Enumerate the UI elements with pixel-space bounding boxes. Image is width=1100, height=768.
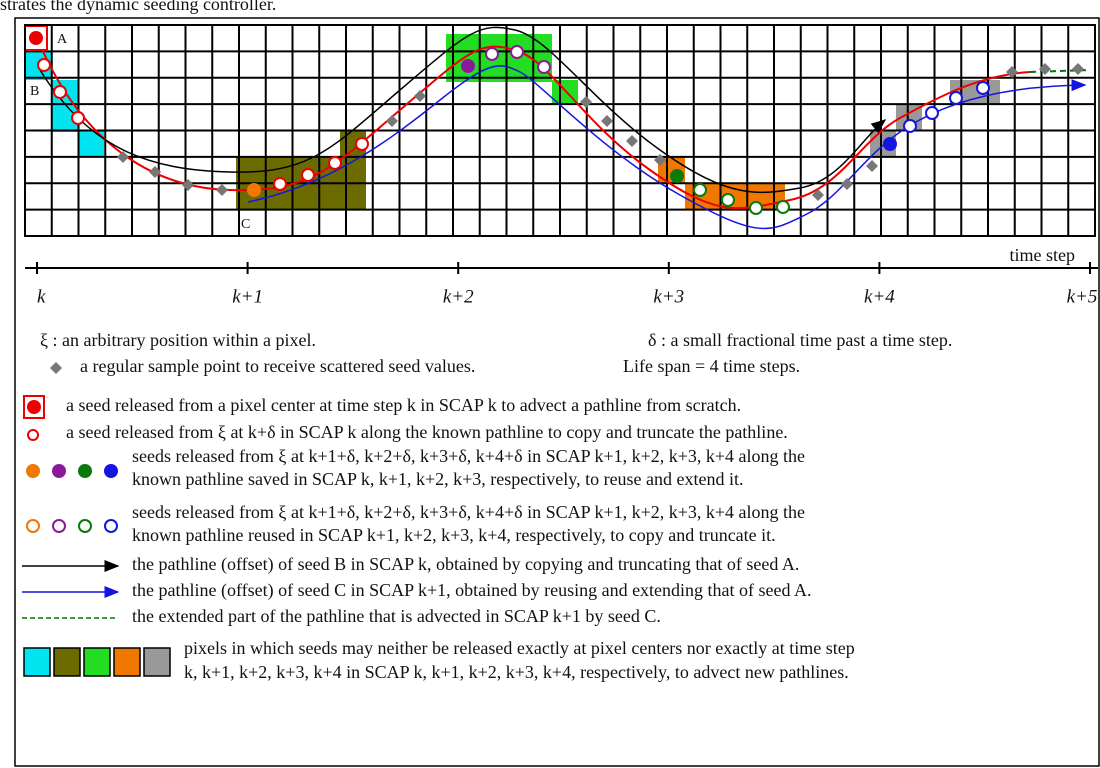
icon [26, 519, 118, 533]
legend-text: seeds released from ξ at k+1+δ, k+2+δ, k… [132, 502, 805, 522]
legend-text: the pathline (offset) of seed C in SCAP … [132, 580, 812, 601]
icon [27, 400, 41, 414]
legend-text: the pathline (offset) of seed B in SCAP … [132, 554, 799, 575]
note: δ : a small fractional time past a time … [648, 330, 952, 350]
note: ξ : an arbitrary position within a pixel… [40, 330, 316, 350]
frame [14, 17, 1100, 767]
note: Life span = 4 time steps. [623, 356, 800, 376]
axis-label: time step [1010, 245, 1076, 265]
pixel-grid [25, 25, 1095, 236]
legend-text: k, k+1, k+2, k+3, k+4 in SCAP k, k+1, k+… [184, 662, 849, 682]
legend-text: known pathline saved in SCAP k, k+1, k+2… [132, 469, 744, 489]
icon [26, 464, 118, 478]
grid-border [24, 24, 1096, 237]
ticks: k k+1 k+2 k+3 k+4 k+5 [36, 262, 1098, 307]
legend-text: the extended part of the pathline that i… [132, 606, 661, 626]
diamond-icon [50, 362, 62, 374]
note: a regular sample point to receive scatte… [80, 356, 475, 376]
caption: strates the dynamic seeding controller. [0, 0, 276, 14]
point-label: C [241, 217, 250, 232]
tick-label: k+1 [232, 286, 263, 307]
point-label: A [57, 32, 68, 47]
tick-label: k+5 [1067, 286, 1098, 307]
tick-label: k [37, 286, 46, 307]
markers [24, 25, 1084, 215]
tick-label: k+3 [653, 286, 684, 307]
legend-text: pixels in which seeds may neither be rel… [184, 638, 855, 658]
legend-text: known pathline reused in SCAP k+1, k+2, … [132, 525, 776, 545]
legend-text: a seed released from ξ at k+δ in SCAP k … [66, 422, 788, 442]
legend-text: seeds released from ξ at k+1+δ, k+2+δ, k… [132, 446, 805, 466]
pathline-b [39, 26, 887, 194]
legend-text: a seed released from a pixel center at t… [66, 395, 741, 415]
icon [23, 647, 171, 677]
icon [27, 429, 39, 441]
tick-label: k+4 [864, 286, 895, 307]
axis-label-bg [975, 248, 1085, 264]
tick-label: k+2 [443, 286, 474, 307]
point-label: B [30, 84, 39, 99]
